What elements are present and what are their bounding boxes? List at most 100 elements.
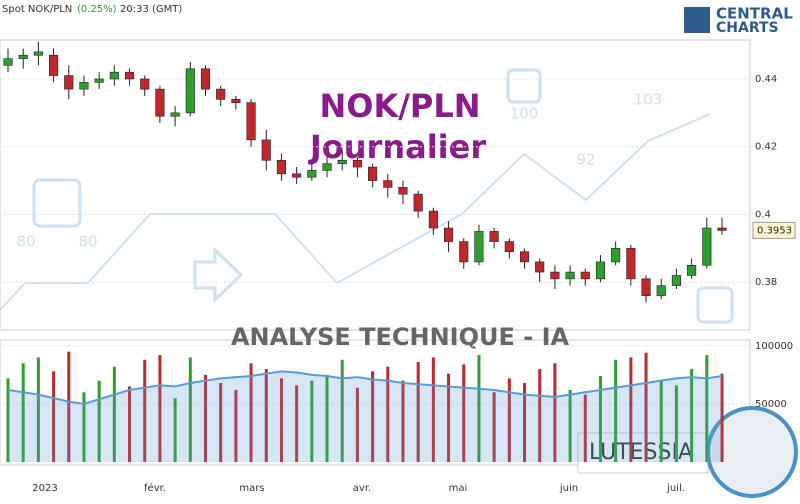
volume-bar [538, 369, 542, 462]
candle-body [337, 159, 347, 164]
candle-body [550, 271, 560, 280]
last-price-label: 0.3953 [757, 225, 792, 236]
candle-body [368, 166, 378, 181]
candle-body [580, 271, 590, 280]
header-change: (0.25%) [77, 4, 117, 15]
candle-body [595, 261, 606, 280]
volume-bar [720, 373, 724, 462]
logo-line2: CHARTS [716, 20, 779, 36]
candle-body [626, 248, 636, 280]
volume-bar [279, 378, 283, 462]
volume-average-area [8, 371, 722, 462]
volume-bar [97, 380, 101, 462]
volume-bar [112, 366, 116, 462]
volume-tick-label: 50000 [755, 399, 787, 410]
candle-body [18, 54, 28, 59]
candle-body [398, 187, 408, 195]
volume-bar [173, 398, 177, 462]
volume-bar [568, 389, 572, 462]
candle-body [519, 251, 530, 263]
candle-body [535, 261, 545, 273]
volume-bar [82, 392, 86, 462]
candle-body [504, 241, 514, 253]
volume-bar [21, 363, 25, 462]
x-tick-label: juil. [666, 483, 685, 494]
volume-bar [553, 363, 557, 462]
volume-bar [583, 394, 587, 462]
price-panel [0, 39, 751, 331]
watermark-label: 103 [634, 91, 663, 109]
watermark: 80 80 100 92 103 [0, 68, 734, 324]
candle-body [459, 241, 469, 263]
volume-tick-label: 100000 [755, 341, 793, 352]
volume-bar [401, 380, 405, 462]
volume-average-line [7, 370, 723, 405]
volume-bar [447, 373, 451, 462]
volume-bar [690, 369, 694, 462]
candle-body [352, 159, 362, 168]
volume-bar [523, 382, 527, 462]
volume-bar [325, 374, 329, 462]
watermark-icon [32, 178, 82, 228]
volume-bar [295, 385, 299, 462]
volume-bar [340, 359, 344, 462]
x-tick-label: 2023 [32, 483, 57, 494]
volume-bar [158, 355, 162, 462]
volume-bar [462, 364, 466, 462]
volume-bar [310, 380, 314, 462]
x-tick-label: mai [449, 483, 468, 494]
candle-body [109, 71, 119, 80]
volume-bar [674, 385, 678, 462]
header-symbol: Spot NOK/PLN [2, 4, 72, 15]
volume-bar [614, 359, 618, 462]
volume-bar [705, 355, 709, 462]
candle-body [292, 173, 302, 178]
watermark-arrow [193, 246, 244, 304]
candle-body [64, 75, 74, 90]
volume-bar [598, 376, 602, 462]
candle-body [307, 170, 317, 178]
volume-bar [644, 352, 648, 462]
candle-body [200, 68, 211, 90]
volume-bar [659, 380, 663, 462]
candle-body [124, 71, 135, 80]
candle-body [687, 264, 697, 276]
x-tick-label: févr. [144, 482, 166, 494]
candle-body [216, 88, 226, 100]
candle-body [261, 139, 271, 161]
y-tick-label: 0.42 [755, 142, 777, 153]
volume-bar [249, 363, 253, 462]
candle-body [383, 180, 393, 188]
volume-bar [36, 357, 40, 462]
volume-bar [67, 351, 71, 462]
candle-body [702, 227, 712, 266]
logo-line1: CENTRAL [716, 5, 793, 23]
volume-bar [386, 366, 390, 462]
volume-bar [416, 362, 420, 462]
header-time: 20:33 (GMT) [120, 4, 182, 15]
watermark-analysis: ANALYSE TECHNIQUE - IA [231, 323, 570, 351]
candle-body [170, 112, 180, 117]
candle-body [656, 285, 666, 297]
x-tick-label: mars [239, 483, 264, 494]
candle-body [611, 248, 621, 263]
candle-body [413, 193, 423, 212]
candle-body [185, 68, 195, 114]
volume-bar [431, 357, 435, 462]
volume-bar [477, 355, 481, 462]
candle-body [231, 98, 241, 103]
candle-body [155, 88, 165, 117]
volume-bar [234, 389, 238, 462]
volume-bar [6, 378, 10, 462]
logo-icon [684, 7, 710, 33]
watermark-label: 80 [16, 233, 35, 251]
volume-bar [629, 357, 633, 462]
y-tick-label: 0.4 [755, 209, 771, 220]
candle-body [474, 231, 484, 263]
watermark-icon [696, 286, 734, 324]
volume-bar [371, 371, 375, 462]
candle-body [79, 82, 89, 90]
candle-body [428, 210, 438, 229]
volume-bar [219, 382, 223, 462]
